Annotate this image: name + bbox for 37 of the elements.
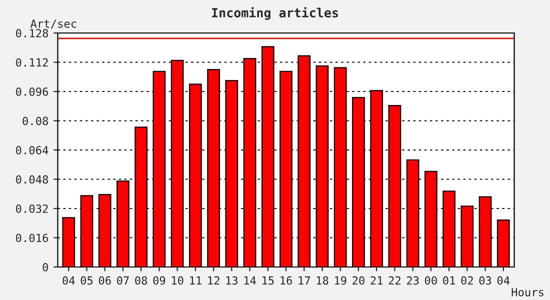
y-axis-title: Art/sec [30,20,76,29]
x-tick-label: 05 [80,276,93,285]
x-tick-label: 10 [172,276,184,285]
x-tick-label: 18 [316,276,328,285]
x-tick-label: 02 [461,276,473,285]
x-tick-label: 08 [135,276,148,285]
x-tick-label: 04 [62,276,75,285]
x-tick-label: 11 [190,276,202,285]
y-tick-label: 0.096 [16,88,48,96]
x-tick-label: 00 [424,276,437,285]
x-tick-label: 21 [370,276,383,285]
x-tick-label: 06 [98,276,111,285]
x-tick-label: 17 [298,276,310,285]
y-tick-label: 0.016 [16,234,48,242]
y-tick-label: 0 [42,263,48,272]
y-tick-label: 0.048 [16,175,48,184]
x-tick-label: 15 [262,276,274,285]
x-tick-label: 23 [406,276,419,285]
x-tick-label: 19 [334,276,346,285]
x-tick-label: 16 [280,276,292,285]
x-tick-label: 22 [388,276,400,285]
x-tick-label: 01 [443,276,455,285]
y-tick-label: 0.128 [16,29,48,38]
chart-title: Incoming articles [212,7,338,20]
x-tick-label: 14 [244,276,256,285]
x-tick-label: 20 [352,276,364,285]
y-tick-label: 0.064 [16,146,48,154]
y-tick-label: 0.032 [16,204,48,213]
x-tick-label: 13 [226,276,238,285]
y-tick-label: 0.08 [22,116,48,126]
x-tick-label: 09 [153,276,166,285]
x-tick-label: 07 [116,276,129,285]
x-tick-label: 04 [497,276,510,285]
x-tick-label: 03 [479,276,492,285]
x-axis-title: Hours [512,288,544,296]
y-tick-label: 0.112 [16,58,48,67]
x-tick-label: 12 [208,276,220,285]
